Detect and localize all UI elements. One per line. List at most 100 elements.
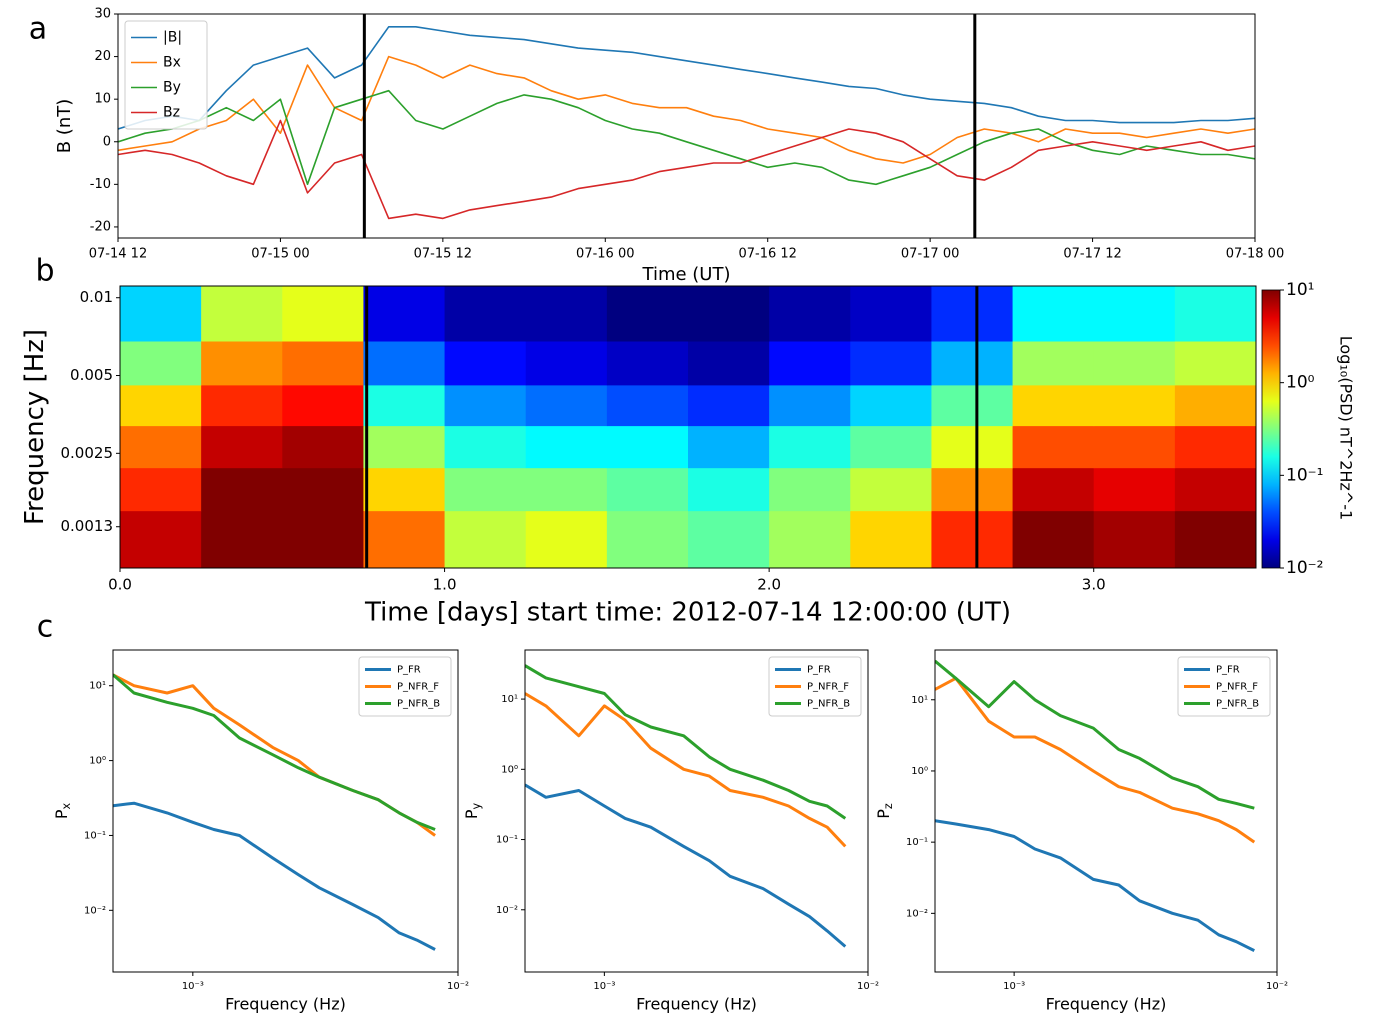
heatmap-cell <box>688 467 770 512</box>
heatmap-cell <box>850 341 932 386</box>
x-axis-label: Frequency (Hz) <box>1046 995 1167 1014</box>
heatmap-cell <box>363 425 446 469</box>
heatmap-cell <box>1174 341 1256 386</box>
legend-label: P_NFR_B <box>1216 699 1259 710</box>
y-tick-label: 0 <box>103 134 111 149</box>
heatmap-cell <box>606 425 689 469</box>
heatmap-cell <box>1093 384 1176 427</box>
heatmap-cell <box>931 341 1014 386</box>
heatmap-cell <box>1093 467 1176 512</box>
heatmap-cell <box>1012 425 1095 469</box>
y-axis-label-main: P <box>52 809 71 819</box>
heatmap-cell <box>606 341 689 386</box>
plot-frame <box>524 649 869 973</box>
y-tick-label: 10¹ <box>89 681 106 692</box>
heatmap-cell <box>201 425 283 469</box>
heatmap-cell <box>769 286 851 342</box>
heatmap-cell <box>525 286 608 342</box>
x-tick-label: 10⁻² <box>447 981 469 992</box>
heatmap-cell <box>444 425 527 469</box>
series-line <box>118 119 1255 220</box>
heatmap-cell <box>1012 467 1095 512</box>
y-axis-label: Py <box>462 802 484 819</box>
heatmap-cell <box>120 467 202 512</box>
x-tick-label: 07-17 00 <box>901 246 959 261</box>
x-axis-label: Frequency (Hz) <box>225 995 346 1014</box>
x-tick-label: 3.0 <box>1082 576 1106 594</box>
y-tick-label: 10¹ <box>911 695 928 706</box>
heatmap-cell <box>201 384 283 427</box>
heatmap-cell <box>688 384 770 427</box>
y-axis-label-sub: x <box>60 802 73 809</box>
legend-label: |B| <box>163 30 182 46</box>
heatmap-cell <box>850 425 932 469</box>
colorbar-tick-label: 10¹ <box>1286 280 1314 300</box>
legend-label: P_NFR_B <box>397 699 440 710</box>
y-tick-label: 10⁻² <box>906 908 928 919</box>
heatmap-cell <box>931 384 1014 427</box>
plot-area <box>525 664 847 948</box>
heatmap-cell <box>769 425 851 469</box>
series-line <box>118 89 1255 186</box>
y-tick-label: 10⁰ <box>911 766 928 777</box>
heatmap-cell <box>282 384 364 427</box>
heatmap-cell <box>1012 341 1095 386</box>
x-tick-label: 07-16 12 <box>738 246 796 261</box>
plot-area <box>113 673 436 951</box>
plot-area <box>118 26 1255 220</box>
y-tick-label: 30 <box>94 7 111 22</box>
colorbar-tick-label: 10⁰ <box>1286 373 1315 393</box>
plot-frame <box>117 13 1256 239</box>
y-tick-label: 10⁻² <box>84 905 106 916</box>
y-axis-label-sub: y <box>470 802 483 809</box>
heatmap-cell <box>282 286 364 342</box>
heatmap-cell <box>1174 286 1256 342</box>
heatmap-cell <box>120 425 202 469</box>
x-tick-label: 07-16 00 <box>576 246 634 261</box>
series-line <box>118 26 1255 130</box>
x-tick-label: 10⁻³ <box>182 981 204 992</box>
heatmap-cell <box>525 425 608 469</box>
series-line <box>113 673 436 831</box>
legend-label: P_NFR_F <box>1216 682 1258 693</box>
heatmap-cell <box>120 341 202 386</box>
panel: 10¹ 10⁰ 10⁻¹ 10⁻² Log₁₀(PSD) nT^2Hz^-1 0.0 1.0… <box>20 254 1356 628</box>
y-tick-label: 0.0025 <box>61 444 114 462</box>
heatmap-cell <box>769 510 851 568</box>
x-tick-label: 10⁻² <box>857 981 879 992</box>
series-line <box>935 659 1255 810</box>
heatmap-cell <box>850 467 932 512</box>
x-tick-label: 0.0 <box>108 576 132 594</box>
legend-label: P_NFR_B <box>807 699 850 710</box>
y-axis-label-main: P <box>874 809 893 819</box>
x-tick-label: 1.0 <box>433 576 457 594</box>
y-axis-label-sub: z <box>882 803 895 809</box>
x-axis-label: Time (UT) <box>642 264 731 285</box>
heatmap-cell <box>688 286 770 342</box>
series-line <box>118 55 1255 164</box>
panel: 10⁻³ 10⁻² 10⁻² 10⁻¹ 10⁰ 10¹ Frequency (Hz) Pz P_… <box>874 649 1288 1014</box>
legend-box <box>124 20 208 130</box>
x-tick-label: 10⁻³ <box>1003 981 1025 992</box>
x-axis-label: Frequency (Hz) <box>636 995 757 1014</box>
y-axis-label: Pz <box>874 803 896 819</box>
heatmap-cell <box>363 286 446 342</box>
series-line <box>525 783 847 948</box>
heatmap-cell <box>1012 286 1095 342</box>
heatmap-cell <box>606 286 689 342</box>
y-tick-label: 10⁰ <box>89 756 106 767</box>
series-line <box>525 692 847 848</box>
heatmap-cell <box>688 510 770 568</box>
heatmap-cell <box>120 384 202 427</box>
y-tick-label: 0.005 <box>70 366 113 384</box>
legend-label: P_NFR_F <box>397 682 439 693</box>
colorbar-label: Log₁₀(PSD) nT^2Hz^-1 <box>1337 336 1356 520</box>
y-tick-label: 10⁻² <box>496 905 518 916</box>
y-tick-label: 0.0013 <box>61 517 114 535</box>
colorbar-tick-label: 10⁻¹ <box>1286 465 1323 485</box>
heatmap-cell <box>444 341 527 386</box>
heatmap-cell <box>1012 510 1095 568</box>
x-tick-label: 10⁻² <box>1266 981 1288 992</box>
heatmap-cell <box>444 510 527 568</box>
